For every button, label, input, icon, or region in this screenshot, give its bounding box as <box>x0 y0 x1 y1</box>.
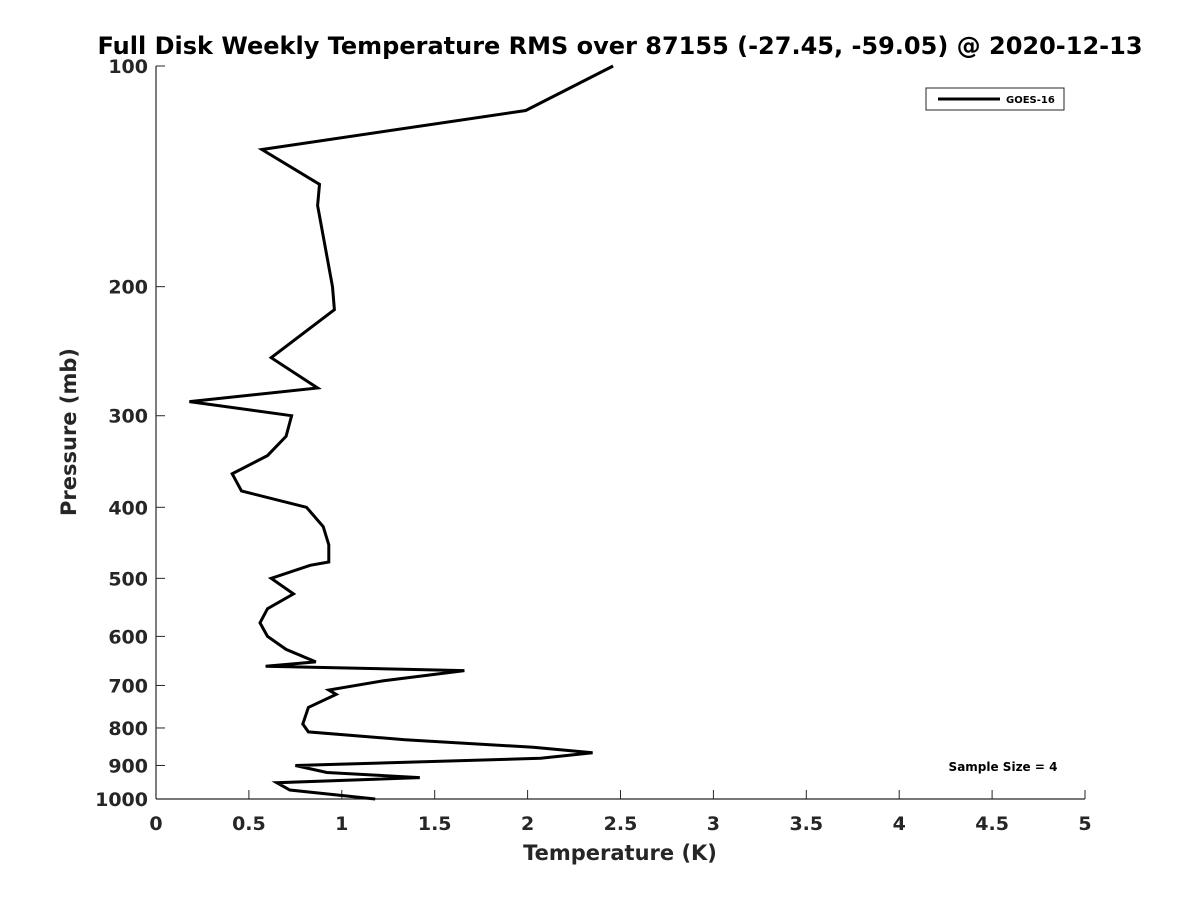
chart-title: Full Disk Weekly Temperature RMS over 87… <box>97 32 1142 60</box>
x-tick-label: 2.5 <box>604 813 638 835</box>
y-tick-label: 1000 <box>95 789 148 811</box>
legend: GOES-16 <box>925 87 1065 111</box>
x-tick-label: 5 <box>1078 813 1091 835</box>
y-tick-label: 300 <box>108 406 148 428</box>
x-tick-label: 4.5 <box>975 813 1009 835</box>
x-tick-label: 4 <box>893 813 906 835</box>
x-tick-label: 1 <box>335 813 348 835</box>
x-tick-label: 3 <box>707 813 720 835</box>
sample-size-annotation: Sample Size = 4 <box>949 760 1058 774</box>
axes: 0 0.5 1 1.5 2 2.5 3 3.5 4 4.5 5 100 200 300 400 500 600 7… <box>95 56 1092 835</box>
y-tick-label: 700 <box>108 675 148 697</box>
x-tick-label: 2 <box>521 813 534 835</box>
y-tick-label: 900 <box>108 755 148 777</box>
x-tick-label: 0 <box>149 813 162 835</box>
x-tick-label: 1.5 <box>418 813 452 835</box>
y-tick-label: 800 <box>108 718 148 740</box>
y-tick-label: 600 <box>108 626 148 648</box>
series-layer <box>189 64 614 801</box>
x-tick-label: 3.5 <box>789 813 823 835</box>
y-tick-label: 500 <box>108 568 148 590</box>
series-line-goes-16 <box>189 64 614 801</box>
y-tick-label: 100 <box>108 56 148 78</box>
y-tick-label: 400 <box>108 497 148 519</box>
y-axis-label: Pressure (mb) <box>57 348 81 516</box>
x-tick-label: 0.5 <box>232 813 266 835</box>
x-axis-label: Temperature (K) <box>523 841 717 865</box>
y-tick-label: 200 <box>108 277 148 299</box>
legend-label: GOES-16 <box>1006 95 1055 106</box>
